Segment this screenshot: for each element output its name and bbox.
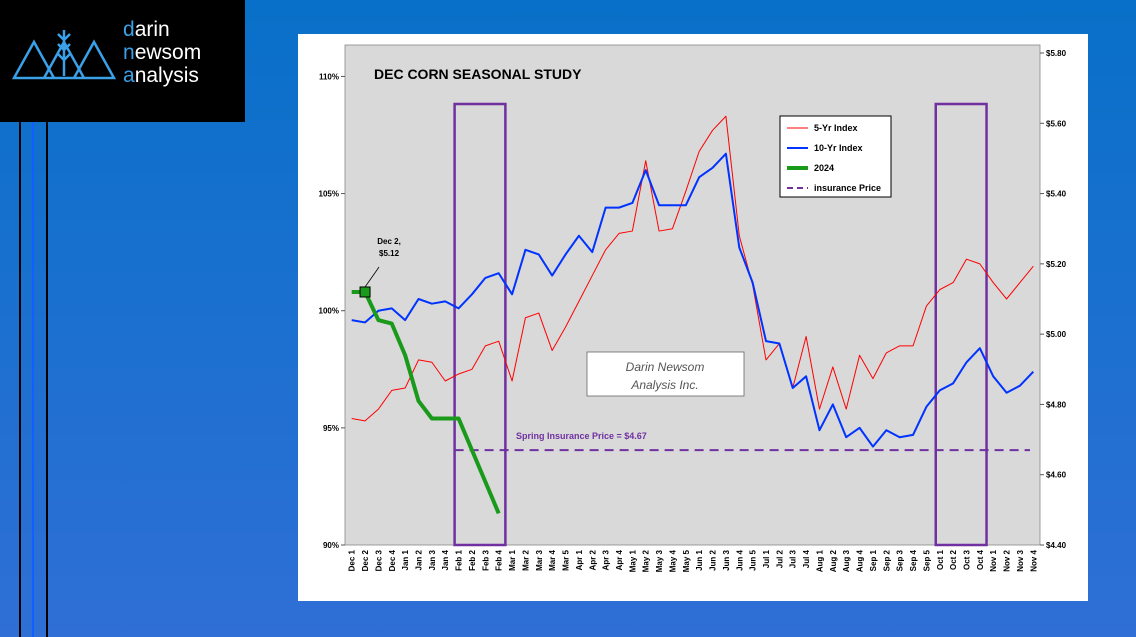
x-tick-label: May 5 xyxy=(682,549,691,572)
y-tick-label: 95% xyxy=(323,424,339,433)
x-tick-label: Apr 4 xyxy=(615,549,624,570)
logo: darin newsom analysis xyxy=(0,0,245,122)
x-tick-label: Aug 1 xyxy=(815,549,824,572)
y-tick-label: 90% xyxy=(323,541,339,550)
legend-label: insurance Price xyxy=(814,183,881,193)
x-tick-label: Dec 4 xyxy=(388,549,397,571)
x-tick-label: May 2 xyxy=(642,549,651,572)
x-tick-label: Mar 4 xyxy=(548,549,557,570)
plot-area xyxy=(344,44,1041,546)
x-tick-label: Nov 4 xyxy=(1029,549,1038,571)
highlight-box xyxy=(453,102,507,547)
y-tick-label: 105% xyxy=(319,190,339,199)
x-tick-label: Feb 3 xyxy=(481,549,490,570)
x-tick-label: Jan 2 xyxy=(415,549,424,570)
y-tick-label: 100% xyxy=(319,307,339,316)
y2-tick-label: $4.60 xyxy=(1046,471,1067,480)
x-tick-label: Aug 3 xyxy=(842,549,851,572)
y2-tick-label: $4.80 xyxy=(1046,400,1067,409)
x-tick-label: Nov 3 xyxy=(1016,549,1025,571)
x-tick-label: Mar 2 xyxy=(521,549,530,570)
x-tick-label: Oct 2 xyxy=(949,549,958,570)
y2-tick-label: $5.40 xyxy=(1046,190,1067,199)
x-tick-label: Jul 3 xyxy=(789,549,798,568)
legend-box xyxy=(779,115,892,198)
x-tick-label: Sep 1 xyxy=(869,549,878,571)
x-tick-label: Jun 2 xyxy=(709,549,718,570)
x-tick-label: Apr 1 xyxy=(575,549,584,570)
x-tick-label: Jan 3 xyxy=(428,549,437,570)
x-tick-label: Apr 3 xyxy=(602,549,611,570)
logo-word: newsom xyxy=(123,41,202,64)
logo-word: darin xyxy=(123,18,170,41)
series-line xyxy=(351,289,501,515)
x-tick-label: Jun 1 xyxy=(695,549,704,570)
x-tick-label: Apr 2 xyxy=(588,549,597,570)
annotation-text: $5.12 xyxy=(379,249,400,258)
x-tick-label: Jan 4 xyxy=(441,549,450,570)
watermark-text: Analysis Inc. xyxy=(630,378,698,392)
logo-text: darin newsom analysis xyxy=(123,18,201,87)
decor-line xyxy=(46,120,48,637)
y2-tick-label: $5.80 xyxy=(1046,49,1067,58)
y2-tick-label: $5.20 xyxy=(1046,260,1067,269)
x-tick-label: Feb 4 xyxy=(495,549,504,570)
x-tick-label: Jun 4 xyxy=(735,549,744,570)
y-tick-label: 110% xyxy=(319,72,339,81)
x-tick-label: May 3 xyxy=(655,549,664,572)
chart-title: DEC CORN SEASONAL STUDY xyxy=(374,66,582,82)
watermark-box xyxy=(586,351,745,397)
x-tick-label: Sep 4 xyxy=(909,549,918,571)
x-tick-label: Mar 3 xyxy=(535,549,544,570)
x-tick-label: Jun 5 xyxy=(749,549,758,570)
x-tick-label: Oct 1 xyxy=(936,549,945,570)
x-tick-label: Sep 5 xyxy=(922,549,931,571)
x-tick-label: Dec 3 xyxy=(374,549,383,571)
x-tick-label: Nov 2 xyxy=(1003,549,1012,571)
y2-tick-label: $5.60 xyxy=(1046,119,1067,128)
x-tick-label: Feb 1 xyxy=(455,549,464,570)
series-line xyxy=(351,115,1034,422)
x-tick-label: Sep 3 xyxy=(896,549,905,571)
reference-label: Spring Insurance Price = $4.67 xyxy=(516,431,647,441)
annotation-leader xyxy=(364,266,380,288)
x-tick-label: May 4 xyxy=(668,549,677,572)
point-marker xyxy=(359,286,371,298)
logo-mark xyxy=(11,30,117,80)
legend-label: 10-Yr Index xyxy=(814,143,863,153)
annotation-text: Dec 2, xyxy=(377,237,401,246)
decor-line xyxy=(32,120,34,637)
x-tick-label: Dec 2 xyxy=(361,549,370,571)
x-tick-label: Jul 4 xyxy=(802,549,811,568)
x-tick-label: Oct 4 xyxy=(976,549,985,570)
x-tick-label: Aug 4 xyxy=(856,549,865,572)
x-tick-label: Jan 1 xyxy=(401,549,410,570)
y2-tick-label: $4.40 xyxy=(1046,541,1067,550)
x-tick-label: Mar 1 xyxy=(508,549,517,570)
logo-word: analysis xyxy=(123,64,199,87)
y2-tick-label: $5.00 xyxy=(1046,330,1067,339)
x-tick-label: Nov 1 xyxy=(989,549,998,571)
x-tick-label: Sep 2 xyxy=(882,549,891,571)
x-tick-label: Mar 5 xyxy=(562,549,571,570)
highlight-box xyxy=(934,102,988,547)
x-tick-label: Oct 3 xyxy=(962,549,971,570)
x-tick-label: Jul 2 xyxy=(775,549,784,568)
x-tick-label: Jul 1 xyxy=(762,549,771,568)
x-tick-label: Dec 1 xyxy=(348,549,357,571)
series-line xyxy=(351,152,1035,448)
x-tick-label: May 1 xyxy=(628,549,637,572)
x-tick-label: Jun 3 xyxy=(722,549,731,570)
watermark-text: Darin Newsom xyxy=(626,360,705,374)
legend-label: 5-Yr Index xyxy=(814,123,858,133)
x-tick-label: Feb 2 xyxy=(468,549,477,570)
legend-label: 2024 xyxy=(814,163,834,173)
x-tick-label: Aug 2 xyxy=(829,549,838,572)
decor-line xyxy=(19,120,21,637)
